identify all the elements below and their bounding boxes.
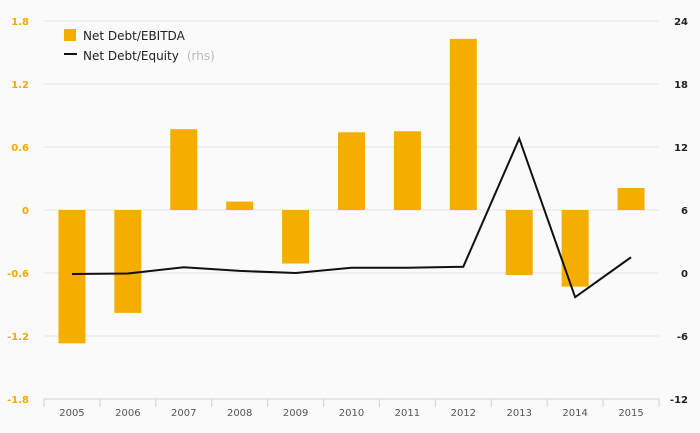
bar [617,187,645,210]
y-left-tick-label: 0 [22,206,29,217]
legend-label-bar: Net Debt/EBITDA [83,29,186,43]
x-tick-label: 2013 [507,408,532,419]
x-tick-label: 2007 [171,408,196,419]
x-tick-label: 2010 [339,408,364,419]
x-tick-label: 2008 [227,408,252,419]
bar [338,132,365,210]
line-series [71,135,632,299]
bar [282,210,310,264]
y-left-tick-label: -1.8 [7,395,29,406]
bar [226,201,254,210]
y-left-tick-label: -0.6 [7,269,29,280]
y-right-tick-label: 0 [681,269,688,280]
bar [58,210,86,344]
bar [449,38,477,210]
y-left-tick-label: 1.8 [11,17,29,28]
bar [170,129,198,210]
legend-label-line-name: Net Debt/Equity [83,49,179,63]
y-left-tick-label: 1.2 [11,80,29,91]
x-tick-label: 2014 [562,408,587,419]
x-tick-label: 2005 [59,408,84,419]
legend-label-line: Net Debt/Equity (rhs) [83,47,215,64]
x-tick-label: 2009 [283,408,308,419]
y-right-tick-label: -6 [677,332,688,343]
y-right-tick-label: 18 [674,80,688,91]
legend-swatch-bar [64,29,76,41]
bar [505,210,533,276]
x-tick-label: 2012 [451,408,476,419]
y-right-tick-label: -12 [670,395,688,406]
x-tick-label: 2015 [618,408,643,419]
x-tick-label: 2006 [115,408,140,419]
bar [561,210,589,287]
y-left-tick-label: 0.6 [11,143,29,154]
bar [393,131,421,210]
x-tick-label: 2011 [395,408,420,419]
y-right-tick-label: 24 [674,17,688,28]
bar [114,210,142,313]
legend: Net Debt/EBITDA Net Debt/Equity (rhs) [64,29,215,64]
bar-series [58,38,645,344]
y-right-tick-label: 12 [674,143,688,154]
y-left-tick-label: -1.2 [7,332,29,343]
y-right-tick-label: 6 [681,206,688,217]
legend-label-line-note: (rhs) [187,49,215,63]
axes: 1.8 1.2 0.6 0 -0.6 -1.2 -1.8 24 18 12 6 0 -6 -12 2005 2… [7,17,688,419]
